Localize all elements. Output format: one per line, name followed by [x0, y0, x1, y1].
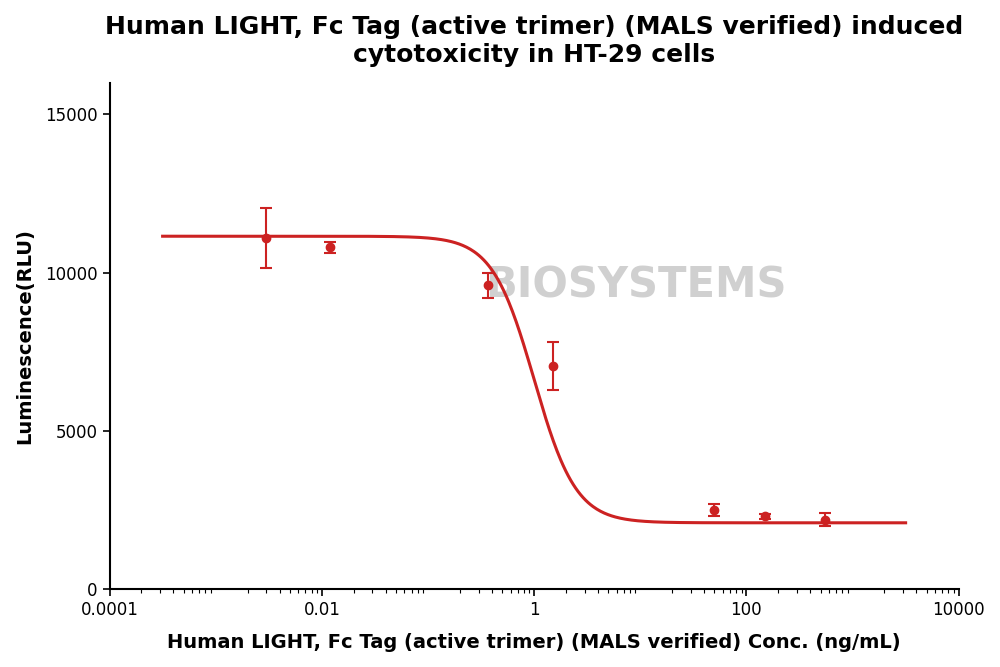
Y-axis label: Luminescence(RLU): Luminescence(RLU) [15, 228, 34, 444]
Text: BIOSYSTEMS: BIOSYSTEMS [485, 264, 787, 306]
Title: Human LIGHT, Fc Tag (active trimer) (MALS verified) induced
cytotoxicity in HT-2: Human LIGHT, Fc Tag (active trimer) (MAL… [105, 15, 963, 67]
X-axis label: Human LIGHT, Fc Tag (active trimer) (MALS verified) Conc. (ng/mL): Human LIGHT, Fc Tag (active trimer) (MAL… [167, 633, 901, 652]
